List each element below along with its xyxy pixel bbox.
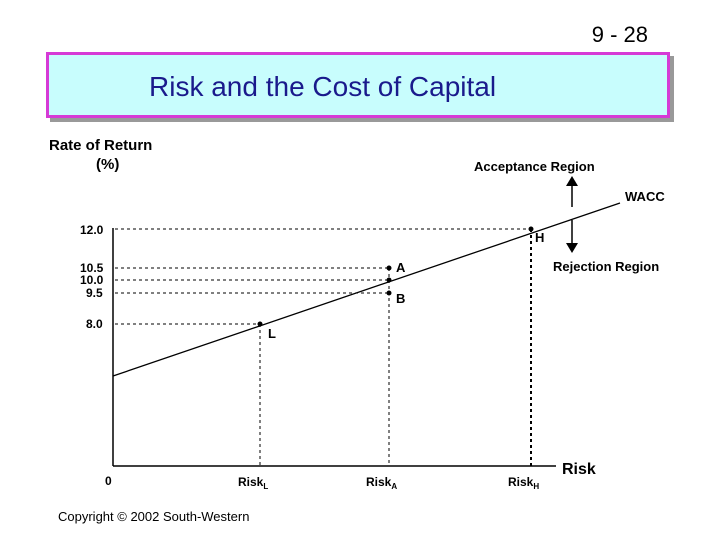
down-arrow-icon [566, 220, 578, 253]
point-label-a: A [396, 260, 406, 275]
y-tick-label: 10.0 [80, 273, 104, 287]
y-tick-label: 8.0 [86, 317, 103, 331]
y-axis-title-line1: Rate of Return [49, 137, 152, 154]
copyright-notice: Copyright © 2002 South-Western [58, 509, 250, 524]
rejection-region-label: Rejection Region [553, 259, 659, 274]
x-tick-base: Risk [238, 475, 264, 489]
point-wacc-a [386, 277, 392, 283]
x-axis-title: Risk [562, 461, 596, 478]
point-label-b: B [396, 291, 405, 306]
y-tick-label: 9.5 [86, 286, 103, 300]
slide-title: Risk and the Cost of Capital [149, 71, 497, 102]
y-tick-label: 12.0 [80, 223, 104, 237]
origin-label: 0 [105, 474, 112, 488]
x-tick-sub: H [533, 482, 539, 491]
up-arrow-icon [566, 176, 578, 207]
title-box: Risk and the Cost of Capital [46, 52, 670, 118]
x-tick-base: Risk [508, 475, 534, 489]
point-h [528, 226, 534, 232]
slide-number: 9 - 28 [591, 22, 648, 47]
x-tick-label: RiskA [366, 475, 397, 491]
wacc-line [112, 202, 621, 377]
x-tick-sub: L [263, 482, 268, 491]
point-l [257, 321, 263, 327]
x-tick-label: RiskH [508, 475, 539, 491]
wacc-label: WACC [625, 189, 665, 204]
acceptance-region-label: Acceptance Region [474, 159, 595, 174]
y-axis-title-line2: (%) [96, 156, 119, 173]
x-tick-sub: A [391, 482, 397, 491]
y-tick-label: 10.5 [80, 261, 104, 275]
point-label-h: H [535, 230, 544, 245]
point-label-l: L [268, 326, 276, 341]
x-tick-label: RiskL [238, 475, 268, 491]
point-a [386, 265, 392, 271]
x-tick-base: Risk [366, 475, 392, 489]
point-b [386, 290, 392, 296]
